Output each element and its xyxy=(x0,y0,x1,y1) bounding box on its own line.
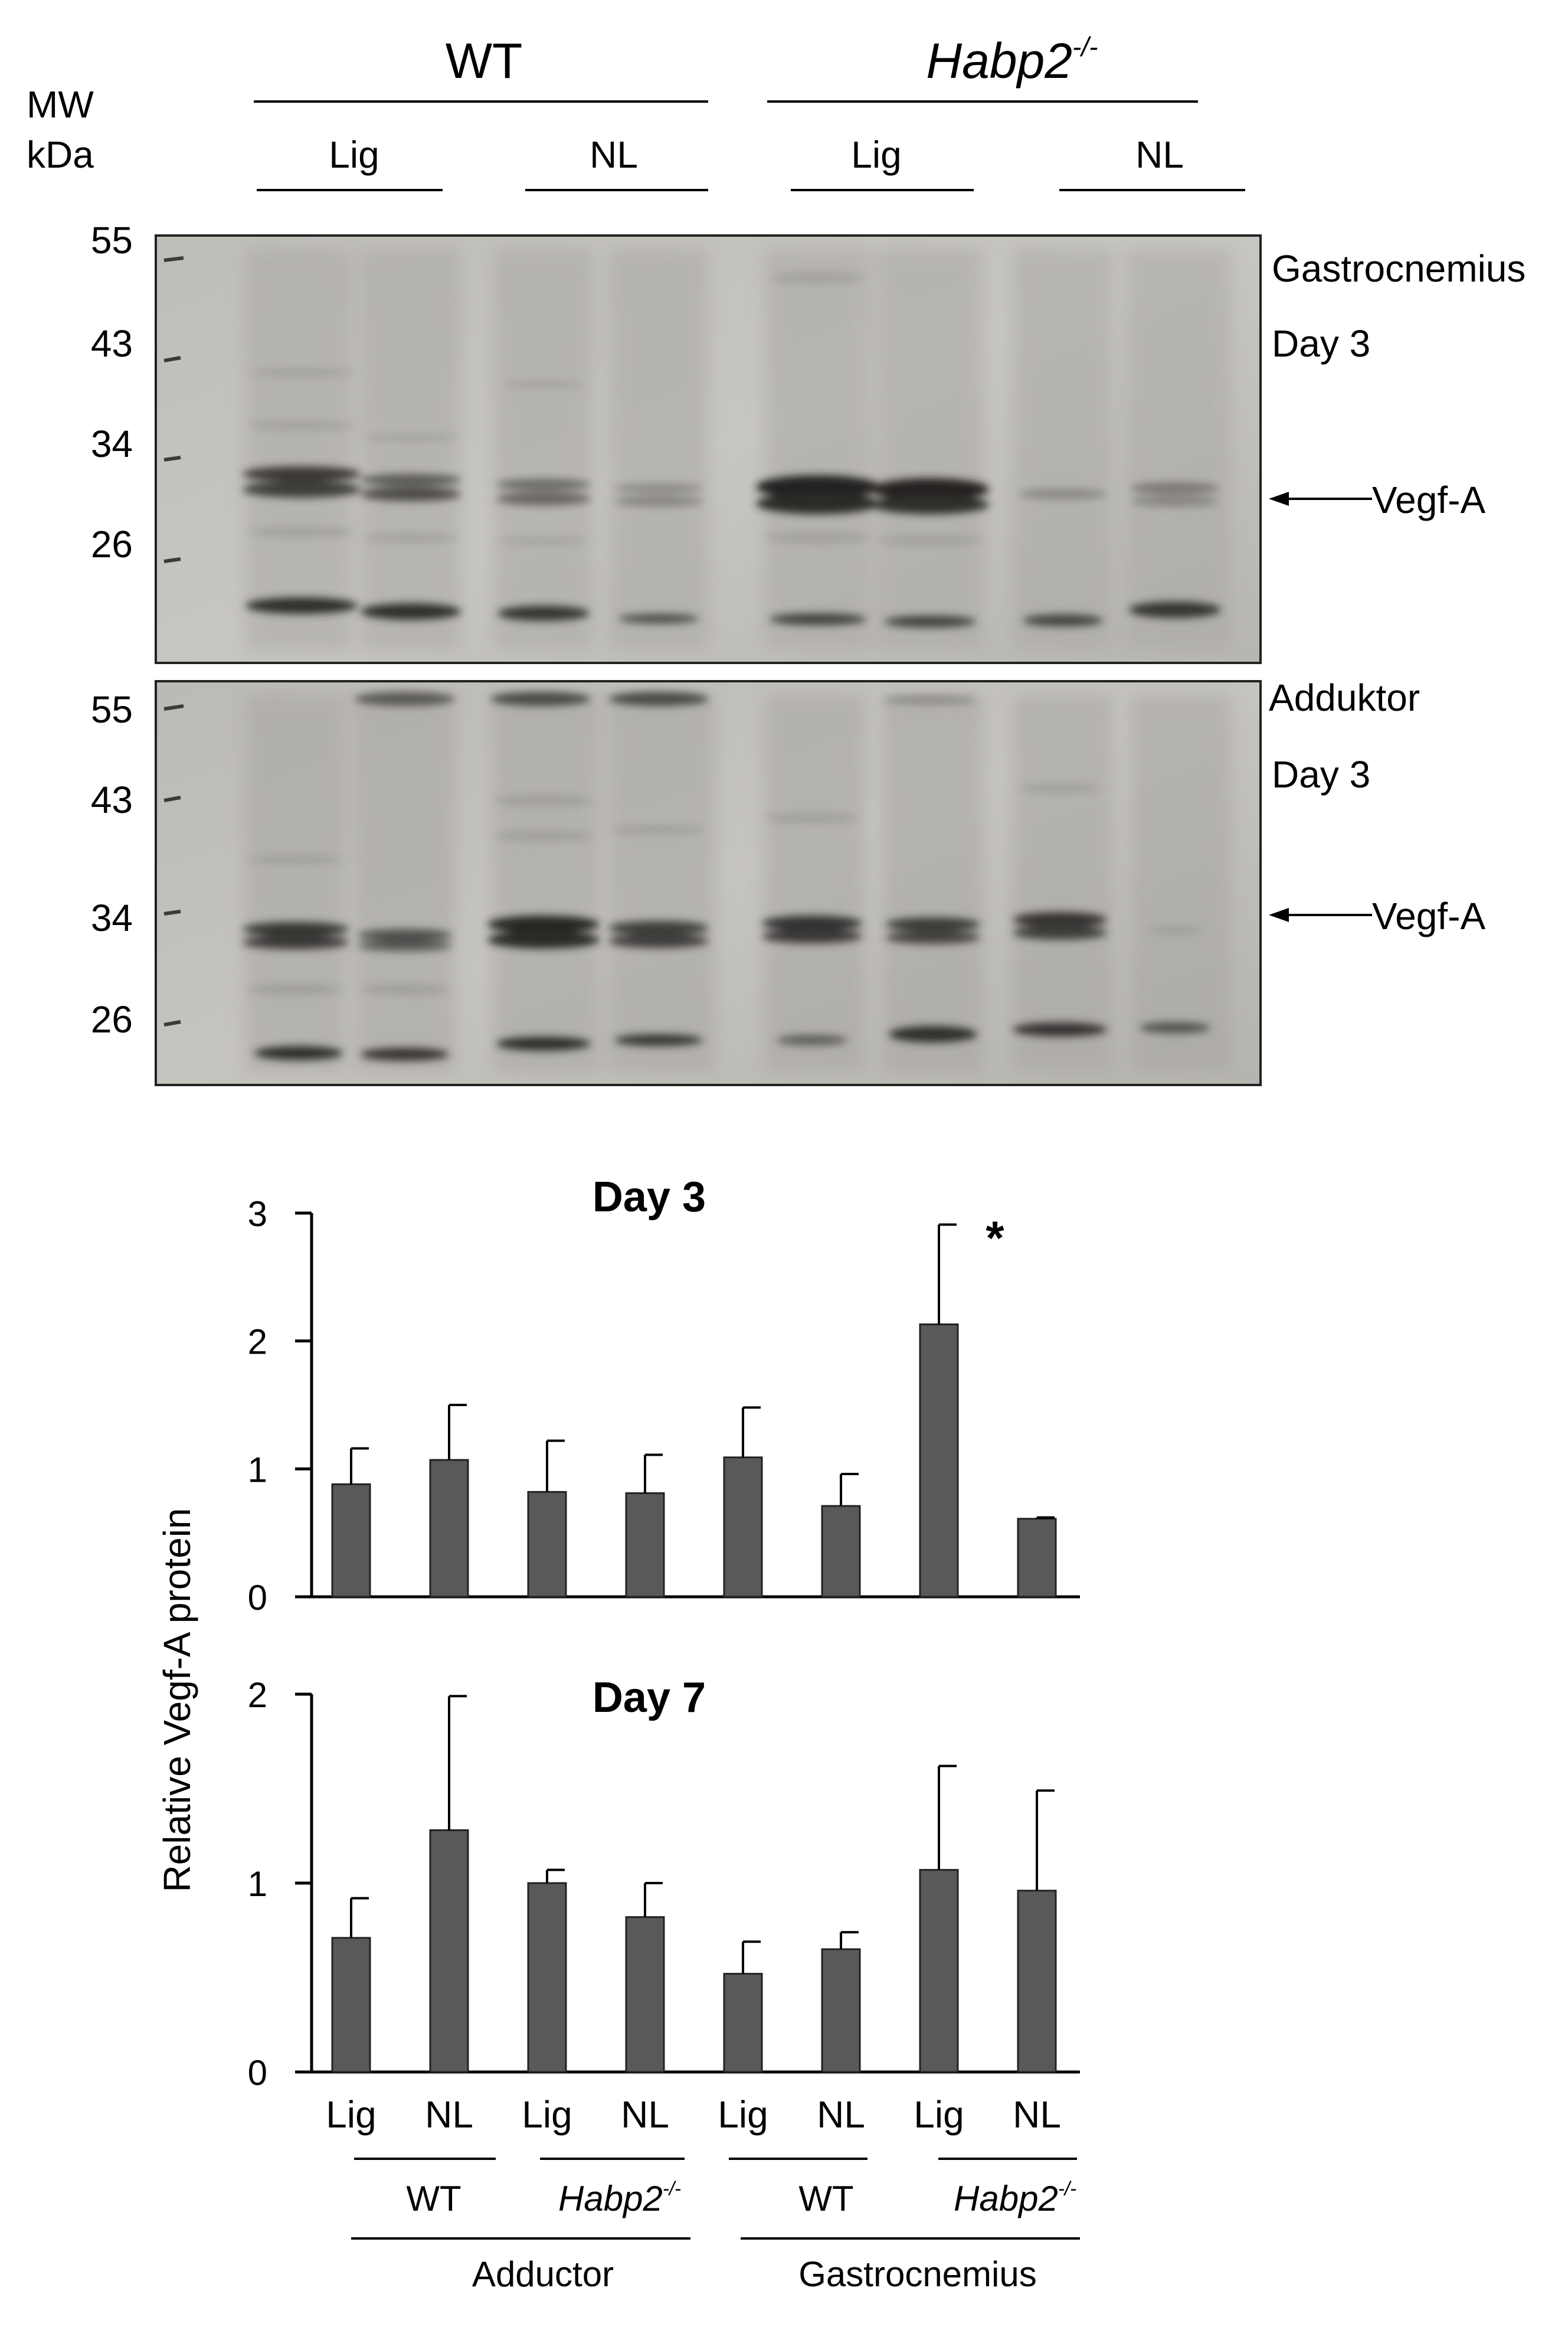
blot2-marker-34: 34 xyxy=(90,897,133,939)
genotype-ko-sup: -/- xyxy=(1072,31,1098,63)
wt-header-underline xyxy=(254,100,708,103)
kda-label: kDa xyxy=(27,133,94,176)
group-label-adductor-wt: WT xyxy=(406,2179,461,2218)
group-label-gastro-ko: Habp2-/- xyxy=(954,2178,1076,2219)
category-label-7: Lig xyxy=(914,2093,964,2136)
bar-1-5 xyxy=(723,1456,763,1598)
bar-1-8 xyxy=(1017,1518,1057,1598)
blot2-top-bands xyxy=(355,692,977,706)
group-label-adductor-ko: Habp2-/- xyxy=(558,2178,681,2219)
bar-2-3 xyxy=(527,1882,567,2073)
blot1-lane-smears xyxy=(245,249,1231,650)
category-label-3: Lig xyxy=(522,2093,572,2136)
western-blot-adduktor xyxy=(155,680,1262,1086)
blot2-image xyxy=(157,682,1259,1084)
genotype-wt-header: WT xyxy=(445,33,523,89)
blot1-marker-34: 34 xyxy=(90,423,133,465)
bar-1-3 xyxy=(527,1491,567,1598)
bar-1-6 xyxy=(821,1505,861,1598)
y-tick-label-1-1: 1 xyxy=(248,1450,267,1489)
y-tick-label-2-2: 2 xyxy=(248,1675,267,1715)
bar-2-6 xyxy=(821,1948,861,2073)
blot1-lower-bands xyxy=(245,597,1221,627)
bar-2-2 xyxy=(429,1829,469,2073)
group-underline-gastro-wt xyxy=(729,2158,868,2160)
bar-2-5 xyxy=(723,1973,763,2073)
blot1-vegf-label: Vegf-A xyxy=(1372,479,1486,521)
tissue-underline-adductor xyxy=(351,2237,690,2240)
group-ko-sup-2: -/- xyxy=(1058,2177,1076,2199)
blot2-vegf-bands xyxy=(243,912,1202,951)
chart-title-1: Day 3 xyxy=(592,1174,706,1221)
genotype-ko-header: Habp2-/- xyxy=(926,32,1098,90)
blot2-marker-ticks xyxy=(163,704,184,1027)
chart-title-2: Day 7 xyxy=(592,1674,706,1721)
blot1-image xyxy=(157,237,1259,662)
tissue-underline-gastrocnemius xyxy=(741,2237,1080,2240)
blot1-day-label: Day 3 xyxy=(1272,322,1371,365)
lane-nl-wt: NL xyxy=(590,133,638,176)
blot1-marker-ticks xyxy=(163,256,184,563)
ko-header-underline xyxy=(767,100,1198,103)
lane-nl-ko: NL xyxy=(1135,133,1184,176)
western-blot-gastrocnemius xyxy=(155,234,1262,664)
y-tick-label-2-1: 1 xyxy=(248,1864,267,1904)
y-tick-label-1-0: 0 xyxy=(248,1578,267,1617)
y-tick-label-1-3: 3 xyxy=(248,1194,267,1234)
category-label-4: NL xyxy=(621,2093,669,2136)
bar-1-7 xyxy=(919,1323,959,1598)
blot1-vegf-arrow xyxy=(1269,492,1372,506)
bar-1-1 xyxy=(331,1483,371,1598)
blot2-marker-43: 43 xyxy=(90,779,133,821)
category-label-1: Lig xyxy=(326,2093,377,2136)
tissue-label-gastrocnemius: Gastrocnemius xyxy=(798,2254,1037,2294)
blot2-marker-55: 55 xyxy=(90,688,133,731)
blot1-faint-bands xyxy=(248,272,983,546)
blot1-vegf-bands xyxy=(243,466,1219,514)
bar-1-4 xyxy=(625,1492,665,1598)
blot2-lane-smears xyxy=(245,694,1231,1072)
group-underline-adductor-ko xyxy=(540,2158,685,2160)
group-underline-adductor-wt xyxy=(354,2158,496,2160)
genotype-ko-base: Habp2 xyxy=(926,33,1072,89)
group-underline-gastro-ko xyxy=(938,2158,1077,2160)
blot1-marker-43: 43 xyxy=(90,322,133,365)
group-label-gastro-wt: WT xyxy=(798,2179,854,2218)
y-tick-label-1-2: 2 xyxy=(248,1322,267,1362)
blot2-tissue-label: Adduktor xyxy=(1269,676,1420,719)
group-ko-base: Habp2 xyxy=(558,2179,663,2218)
tissue-label-adductor: Adductor xyxy=(472,2254,614,2294)
lane-nl-ko-underline xyxy=(1059,189,1245,191)
y-tick-label-2-0: 0 xyxy=(248,2053,267,2093)
blot2-vegf-label: Vegf-A xyxy=(1372,895,1486,937)
blot2-day-label: Day 3 xyxy=(1272,753,1371,796)
group-ko-base-2: Habp2 xyxy=(954,2179,1058,2218)
group-ko-sup: -/- xyxy=(662,2177,681,2199)
category-label-6: NL xyxy=(817,2093,865,2136)
lane-nl-wt-underline xyxy=(525,189,708,191)
blot2-lower-bands xyxy=(254,1022,1210,1061)
lane-lig-wt-underline xyxy=(257,189,443,191)
bar-1-2 xyxy=(429,1459,469,1598)
blot2-marker-26: 26 xyxy=(90,998,133,1041)
blot2-faint-bands xyxy=(248,785,1101,995)
bar-2-8 xyxy=(1017,1890,1057,2073)
bar-2-7 xyxy=(919,1869,959,2073)
category-label-8: NL xyxy=(1013,2093,1061,2136)
blot2-vegf-arrow xyxy=(1269,908,1372,922)
category-label-2: NL xyxy=(425,2093,473,2136)
significance-star: * xyxy=(986,1212,1004,1264)
bar-2-1 xyxy=(331,1937,371,2073)
lane-lig-wt: Lig xyxy=(329,133,379,176)
lane-lig-ko: Lig xyxy=(851,133,902,176)
blot1-tissue-label: Gastrocnemius xyxy=(1272,247,1526,290)
mw-label: MW xyxy=(27,83,94,126)
category-label-5: Lig xyxy=(718,2093,768,2136)
blot1-marker-26: 26 xyxy=(90,523,133,566)
blot1-marker-55: 55 xyxy=(90,219,133,262)
lane-lig-ko-underline xyxy=(791,189,974,191)
bar-2-4 xyxy=(625,1916,665,2073)
